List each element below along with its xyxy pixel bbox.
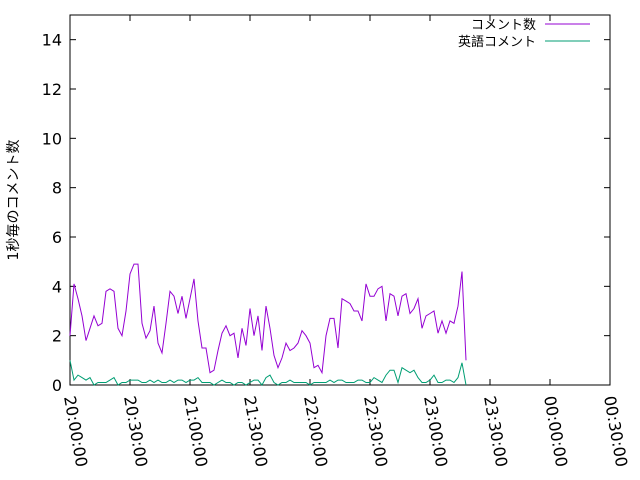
- x-tick-label: 20:30:00: [120, 394, 151, 468]
- y-axis: 0 2 4 6 8 10 12 14: [42, 31, 610, 395]
- x-tick-label: 21:00:00: [180, 394, 211, 468]
- y-tick-label: 6: [52, 228, 62, 247]
- y-tick-label: 2: [52, 327, 62, 346]
- x-tick-label: 20:00:00: [60, 394, 91, 468]
- x-tick-label: 22:30:00: [360, 394, 391, 468]
- x-axis: 20:00:00 20:30:00 21:00:00 21:30:00 22:00:00…: [60, 15, 631, 468]
- x-tick-label: 00:30:00: [600, 394, 631, 468]
- legend-label-1: コメント数: [471, 18, 536, 33]
- y-tick-label: 14: [42, 31, 62, 50]
- series-lines: [69, 263, 467, 386]
- x-tick-label: 00:00:00: [540, 394, 571, 468]
- series-line-2: [69, 360, 467, 386]
- y-tick-label: 12: [42, 80, 62, 99]
- y-tick-label: 0: [52, 376, 62, 395]
- legend-label-2: 英語コメント: [458, 34, 536, 50]
- x-tick-label: 22:00:00: [300, 394, 331, 468]
- y-axis-title: 1秒毎のコメント数: [6, 140, 22, 261]
- series-line-1: [69, 263, 467, 375]
- x-tick-label: 23:30:00: [480, 394, 511, 468]
- plot-frame: [69, 14, 611, 386]
- y-tick-label: 4: [52, 277, 62, 296]
- x-tick-label: 21:30:00: [240, 394, 271, 468]
- y-tick-label: 10: [42, 129, 62, 148]
- y-tick-label: 8: [52, 179, 62, 198]
- x-tick-label: 23:00:00: [420, 394, 451, 468]
